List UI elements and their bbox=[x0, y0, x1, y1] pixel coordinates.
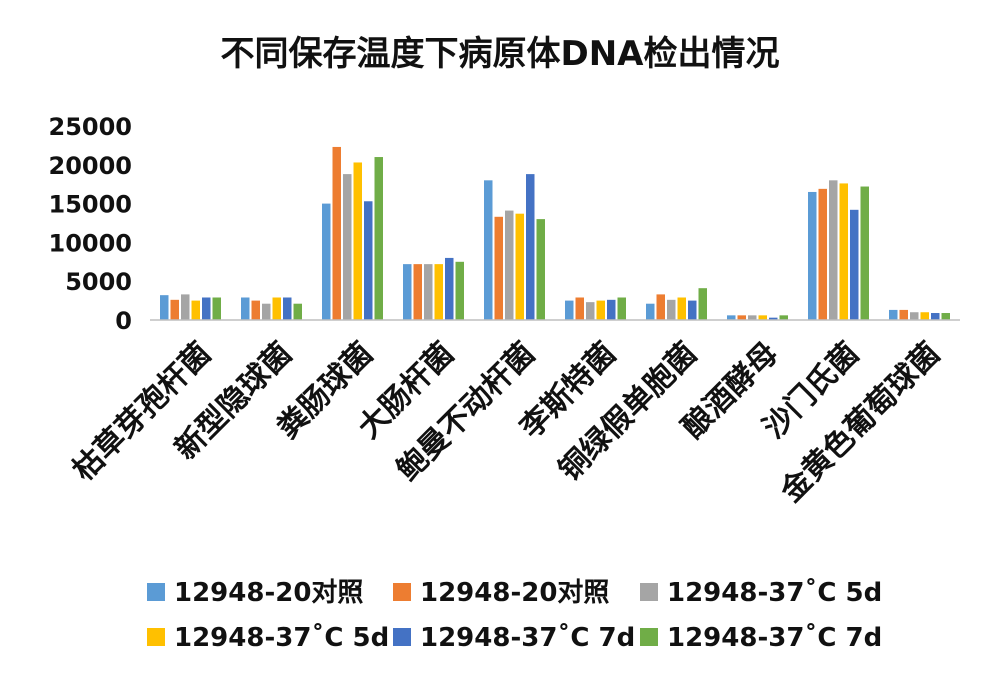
y-tick-label: 0 bbox=[115, 307, 132, 335]
y-tick-label: 10000 bbox=[49, 229, 133, 257]
bar bbox=[170, 299, 179, 320]
legend-swatch bbox=[640, 628, 658, 646]
bar bbox=[698, 288, 707, 320]
bar bbox=[899, 309, 908, 320]
bar bbox=[737, 315, 746, 320]
bar bbox=[283, 297, 292, 320]
legend: 12948-20对照 12948-20对照 12948-37˚C 5d 12948-3… bbox=[147, 577, 882, 653]
bar bbox=[617, 297, 626, 320]
bar bbox=[364, 201, 373, 320]
y-axis: 0 5000 10000 15000 20000 25000 bbox=[49, 113, 133, 335]
bar bbox=[839, 183, 848, 320]
bar bbox=[413, 264, 422, 320]
bar bbox=[181, 294, 190, 320]
bar bbox=[293, 303, 302, 320]
bar bbox=[322, 203, 331, 320]
bar bbox=[779, 315, 788, 320]
legend-swatch bbox=[147, 583, 165, 601]
bar bbox=[758, 315, 767, 320]
x-axis: 枯草芽孢杆菌新型隐球菌粪肠球菌大肠杆菌鲍曼不动杆菌李斯特菌铜绿假单胞菌酿酒酵母沙… bbox=[66, 336, 947, 510]
bar bbox=[191, 300, 200, 320]
bar bbox=[910, 312, 919, 320]
bar bbox=[455, 261, 464, 320]
bar bbox=[829, 180, 838, 320]
bar bbox=[748, 315, 757, 320]
bar bbox=[403, 264, 412, 320]
bar bbox=[445, 257, 454, 320]
bars bbox=[160, 146, 950, 320]
chart-title: 不同保存温度下病原体DNA检出情况 bbox=[221, 34, 780, 74]
bar bbox=[353, 162, 362, 320]
bar bbox=[677, 297, 686, 320]
bar bbox=[424, 264, 433, 320]
bar bbox=[667, 299, 676, 320]
bar bbox=[272, 297, 281, 320]
bar bbox=[374, 157, 383, 320]
bar bbox=[586, 302, 595, 320]
bar bbox=[515, 213, 524, 320]
legend-label: 12948-37˚C 7d bbox=[420, 622, 635, 653]
legend-label: 12948-37˚C 5d bbox=[174, 622, 389, 653]
bar bbox=[920, 312, 929, 320]
legend-label: 12948-20对照 bbox=[174, 578, 363, 608]
bar bbox=[860, 186, 869, 320]
legend-swatch bbox=[640, 583, 658, 601]
bar bbox=[941, 313, 950, 320]
bar bbox=[596, 300, 605, 320]
bar bbox=[850, 209, 859, 320]
bar bbox=[769, 317, 778, 320]
y-tick-label: 5000 bbox=[65, 268, 132, 296]
bar bbox=[526, 174, 535, 320]
bar bbox=[607, 299, 616, 320]
legend-label: 12948-37˚C 7d bbox=[667, 622, 882, 653]
bar bbox=[818, 188, 827, 320]
bar bbox=[212, 297, 221, 320]
bar bbox=[536, 219, 545, 320]
bar bbox=[646, 303, 655, 320]
bar bbox=[494, 216, 503, 320]
y-tick-label: 25000 bbox=[49, 113, 133, 141]
legend-label: 12948-37˚C 5d bbox=[667, 577, 882, 608]
bar bbox=[251, 300, 260, 320]
legend-swatch bbox=[393, 628, 411, 646]
bar bbox=[484, 180, 493, 320]
bar bbox=[931, 313, 940, 320]
legend-label: 12948-20对照 bbox=[420, 578, 609, 608]
bar bbox=[343, 174, 352, 320]
y-tick-label: 15000 bbox=[49, 191, 133, 219]
bar bbox=[241, 297, 250, 320]
bar bbox=[808, 191, 817, 320]
legend-swatch bbox=[393, 583, 411, 601]
bar bbox=[688, 300, 697, 320]
bar bbox=[889, 309, 898, 320]
bar bbox=[575, 297, 584, 320]
bar bbox=[160, 295, 169, 320]
legend-swatch bbox=[147, 628, 165, 646]
bar bbox=[202, 297, 211, 320]
bar bbox=[434, 264, 443, 320]
bar bbox=[262, 303, 271, 320]
bar bbox=[727, 315, 736, 320]
bar bbox=[656, 294, 665, 320]
bar bbox=[505, 210, 514, 320]
x-tick-label: 枯草芽孢杆菌 bbox=[66, 336, 218, 488]
y-tick-label: 20000 bbox=[49, 152, 133, 180]
bar bbox=[332, 146, 341, 320]
bar bbox=[565, 300, 574, 320]
